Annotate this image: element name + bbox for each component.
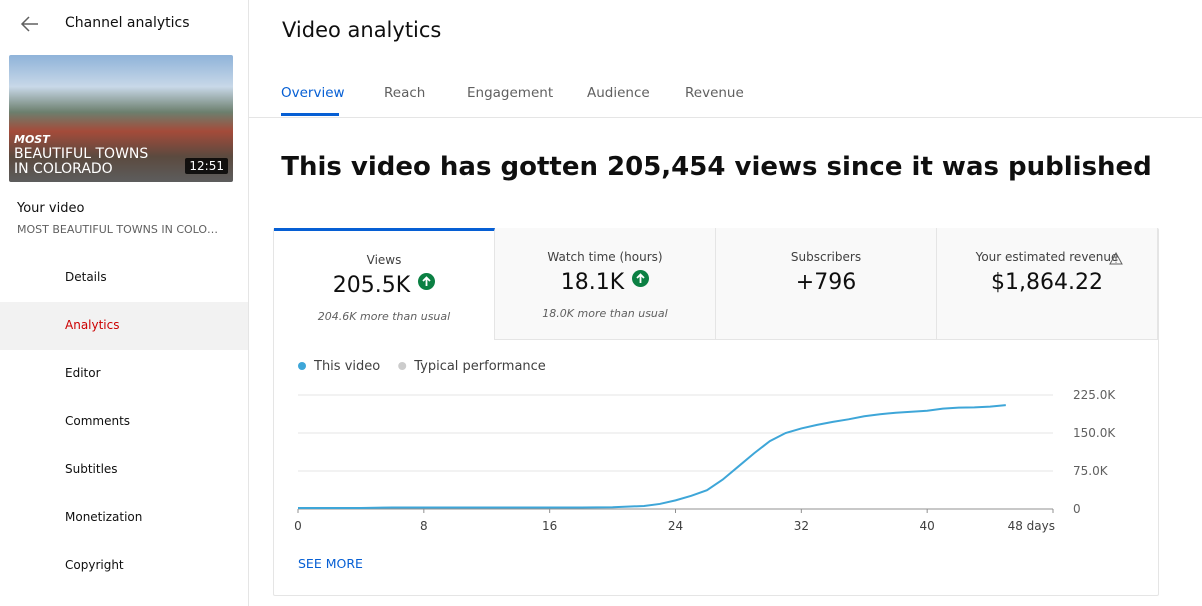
tab[interactable]: Engagement xyxy=(467,85,554,101)
headline: This video has gotten 205,454 views sinc… xyxy=(281,152,1152,182)
metric-card[interactable]: Views 205.5K 204.6K more than usual xyxy=(274,228,495,340)
nav-item[interactable]: Subtitles xyxy=(0,446,248,494)
thumbnail[interactable]: MOST BEAUTIFUL TOWNS IN COLORADO 12:51 xyxy=(9,55,233,182)
x-tick-label: 40 xyxy=(920,519,935,533)
nav-item[interactable]: Monetization xyxy=(0,494,248,542)
x-tick-label: 32 xyxy=(794,519,809,533)
metric-value: 205.5K xyxy=(274,273,494,298)
trend-up-icon xyxy=(632,270,650,287)
metric-value: $1,864.22 xyxy=(937,270,1157,295)
page-title: Video analytics xyxy=(282,18,442,42)
y-tick-label: 75.0K xyxy=(1073,464,1109,478)
tab[interactable]: Reach xyxy=(384,85,426,101)
nav-item[interactable]: Copyright xyxy=(0,542,248,590)
nav-label: Monetization xyxy=(65,510,143,524)
y-tick-label: 150.0K xyxy=(1073,426,1116,440)
metric-label: Subscribers xyxy=(790,250,862,264)
metric-note: 204.6K more than usual xyxy=(317,310,451,323)
nav-item[interactable]: Analytics xyxy=(0,302,248,350)
metric-value: 18.1K xyxy=(495,270,715,295)
series-line xyxy=(298,404,1006,509)
tab[interactable]: Revenue xyxy=(685,85,744,101)
metric-label: Watch time (hours) xyxy=(547,250,663,264)
nav-label: Comments xyxy=(65,414,131,428)
sidebar: Channel analytics MOST BEAUTIFUL TOWNS I… xyxy=(0,0,249,606)
thumbnail-text: MOST xyxy=(14,133,50,146)
x-tick-label: 16 xyxy=(542,519,557,533)
divider xyxy=(249,117,1202,118)
nav-item[interactable]: Comments xyxy=(0,398,248,446)
back-title: Channel analytics xyxy=(65,15,190,31)
your-video-label: Your video xyxy=(17,201,85,216)
legend-label[interactable]: Typical performance xyxy=(413,359,546,374)
metric-label: Your estimated revenue xyxy=(975,250,1119,264)
metric-number: 205.5K xyxy=(332,273,411,298)
legend-dot xyxy=(298,362,306,370)
metric-number: 18.1K xyxy=(560,270,625,295)
video-title: MOST BEAUTIFUL TOWNS IN COLO… xyxy=(17,223,219,236)
tab[interactable]: Audience xyxy=(587,85,650,101)
legend-dot xyxy=(398,362,407,370)
nav-item[interactable]: Details xyxy=(0,254,248,302)
see-more[interactable]: SEE MORE xyxy=(298,556,363,571)
trend-up-icon xyxy=(418,273,436,290)
nav-label: Editor xyxy=(65,366,101,380)
nav-label: Details xyxy=(65,270,107,284)
metric-card[interactable]: Subscribers +796 xyxy=(716,228,937,340)
metric-label: Views xyxy=(366,253,402,267)
metric-card[interactable]: Watch time (hours) 18.1K 18.0K more than u… xyxy=(495,228,716,340)
nav-item[interactable]: Editor xyxy=(0,350,248,398)
y-tick-label: 0 xyxy=(1073,502,1081,516)
x-tick-label: 48 days xyxy=(1008,519,1055,533)
nav-label: Subtitles xyxy=(65,462,118,476)
duration: 12:51 xyxy=(185,158,228,174)
metric-card[interactable]: Your estimated revenue $1,864.22 xyxy=(937,228,1158,340)
metric-value: +796 xyxy=(716,270,936,295)
metric-number: +796 xyxy=(795,270,857,295)
back-button[interactable] xyxy=(18,12,42,36)
tab[interactable]: Overview xyxy=(281,85,345,101)
chart: 0 75.0K 150.0K 225.0K 0 8 16 24 32 40 48 days This … xyxy=(294,359,1116,571)
metric-number: $1,864.22 xyxy=(991,270,1103,295)
x-tick-label: 24 xyxy=(668,519,683,533)
x-tick-label: 8 xyxy=(420,519,428,533)
x-tick-label: 0 xyxy=(294,519,302,533)
metric-note: 18.0K more than usual xyxy=(542,307,668,320)
legend-label[interactable]: This video xyxy=(313,359,380,374)
tab-underline xyxy=(281,113,339,116)
warning-icon[interactable] xyxy=(1109,252,1123,265)
thumbnail-text: IN COLORADO xyxy=(14,161,113,177)
thumbnail-text: BEAUTIFUL TOWNS xyxy=(14,146,149,162)
y-tick-label: 225.0K xyxy=(1073,388,1116,402)
nav-label: Copyright xyxy=(65,558,124,572)
nav-label: Analytics xyxy=(65,318,120,332)
